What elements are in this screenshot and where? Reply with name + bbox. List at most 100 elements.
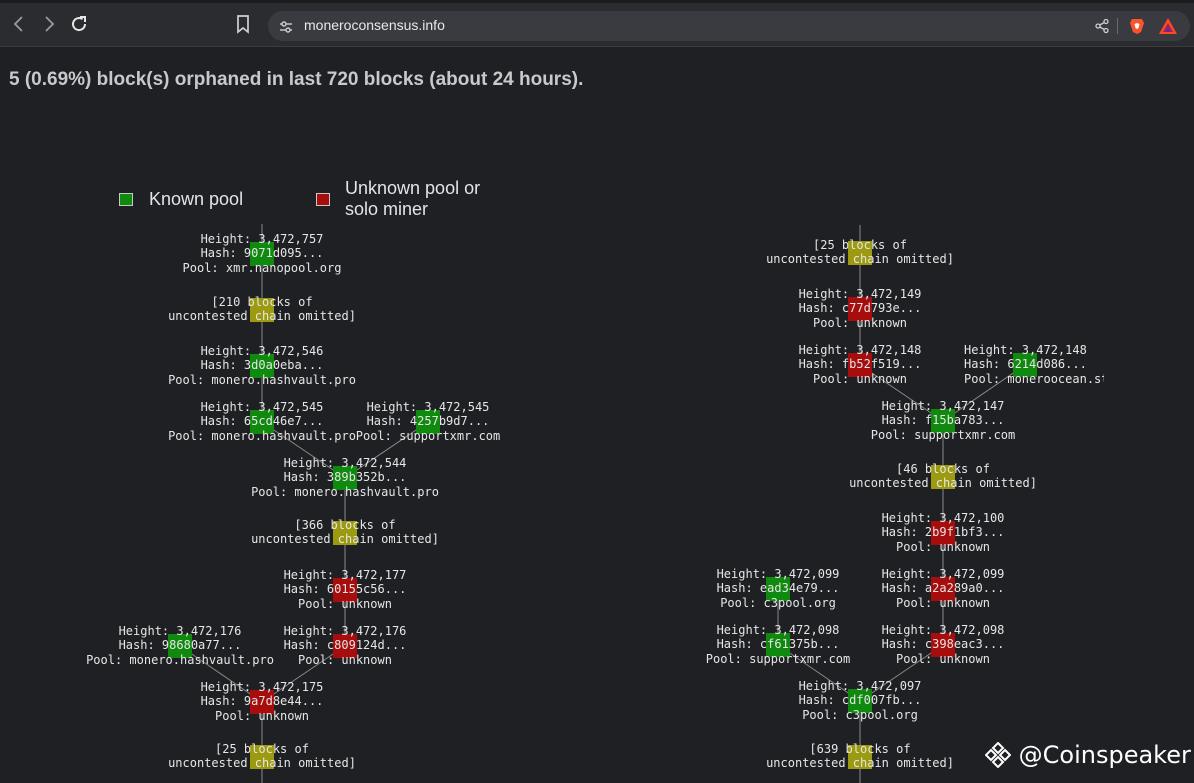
brave-rewards-icon[interactable]: [1158, 17, 1178, 35]
block-label-line: Pool: unknown: [298, 652, 392, 667]
block-label-line: [366 blocks of: [294, 518, 396, 532]
block-label-line: Pool: unknown: [298, 596, 392, 611]
block-label-line: [25 blocks of: [813, 238, 907, 252]
block-label-line: Hash: 98680a77...: [118, 638, 242, 653]
block-node-known: [848, 689, 872, 713]
block-label-line: Height: 3,472,148: [798, 343, 922, 357]
back-icon[interactable]: [7, 12, 31, 36]
block-node-omitted: [250, 298, 274, 322]
coinspeaker-logo-icon: [984, 741, 1012, 769]
block-label-line: Height: 3,472,546: [200, 344, 324, 358]
toolbar-divider: [1117, 18, 1118, 34]
block-label-line: uncontested chain omitted]: [766, 756, 954, 771]
block-node-unknown: [333, 634, 357, 658]
block-label-line: Hash: f15ba783...: [881, 413, 1005, 428]
block-label: Height: 3,472,545 Hash: 4257b9d7... Pool: …: [356, 400, 501, 443]
block-label-line: [25 blocks of: [215, 742, 309, 756]
block-label: Height: 3,472,176 Hash: 98680a77... Pool: …: [86, 624, 274, 667]
block-label-line: [46 blocks of: [896, 462, 990, 476]
chain-edge: [859, 364, 944, 422]
watermark-text: @Coinspeaker: [1018, 741, 1191, 769]
coinspeaker-watermark: @Coinspeaker: [984, 738, 1191, 772]
block-node-known: [250, 354, 274, 378]
block-label-line: Pool: monero.hashvault.pro: [168, 372, 356, 387]
block-label-line: Pool: supportxmr.com: [870, 427, 1016, 442]
legend-known-label: Known pool: [149, 189, 244, 209]
block-label-line: Hash: fb52f519...: [798, 357, 922, 372]
block-label: Height: 3,472,176 Hash: c809124d... Pool: …: [284, 624, 407, 667]
block-label: Height: 3,472,098 Hash: c398eac3... Pool: …: [882, 623, 1005, 666]
block-label-line: Pool: moneroocean.strea: [964, 371, 1104, 386]
reload-icon[interactable]: [67, 12, 91, 36]
block-label-line: Hash: a2a289a0...: [881, 581, 1005, 596]
block-label-line: Height: 3,472,175: [200, 680, 324, 694]
block-label-line: Pool: c3pool.org: [720, 595, 836, 610]
block-label-line: Pool: supportxmr.com: [355, 428, 501, 443]
block-label-line: Hash: c809124d...: [283, 638, 407, 653]
site-info-icon[interactable]: [279, 19, 293, 33]
block-label: [639 blocks of uncontested chain omitted]: [766, 742, 954, 771]
block-label-line: Height: 3,472,099: [716, 567, 840, 581]
block-node-unknown: [848, 353, 872, 377]
block-label-line: Pool: unknown: [215, 708, 309, 723]
block-label-line: Height: 3,472,177: [283, 568, 407, 582]
block-label-line: uncontested chain omitted]: [849, 476, 1037, 491]
block-label-line: Height: 3,472,147: [881, 399, 1005, 413]
block-label-line: Hash: ead34e79...: [716, 581, 840, 596]
block-node-known: [333, 466, 357, 490]
block-label-line: [210 blocks of: [211, 295, 313, 309]
block-node-unknown: [848, 297, 872, 321]
block-label-line: uncontested chain omitted]: [168, 756, 356, 771]
legend-unknown-line-2: solo miner: [345, 199, 429, 219]
block-node-known: [250, 410, 274, 434]
browser-toolbar: moneroconsensus.info: [0, 0, 1194, 47]
block-label-line: Hash: 3d0a0eba...: [200, 358, 324, 373]
chain-edge: [179, 645, 263, 703]
block-node-omitted: [848, 745, 872, 769]
block-label: [210 blocks of uncontested chain omitted]: [168, 295, 356, 324]
block-label-line: Height: 3,472,149: [798, 287, 922, 301]
url-text[interactable]: moneroconsensus.info: [304, 17, 445, 33]
block-label: Height: 3,472,175 Hash: 9a7d8e44... Pool: …: [201, 680, 324, 723]
block-label-line: Pool: monero.hashvault.pro: [251, 484, 439, 499]
block-label-line: Hash: 389b352b...: [283, 470, 407, 485]
block-label: Height: 3,472,545 Hash: 65cd46e7... Pool: …: [168, 400, 356, 443]
block-node-known: [766, 633, 790, 657]
block-label: Height: 3,472,148 Hash: 6214d086... Pool: …: [964, 343, 1104, 386]
block-label-line: Hash: 2b9f1bf3...: [881, 525, 1005, 540]
block-node-omitted: [333, 521, 357, 545]
block-label-line: Height: 3,472,757: [200, 232, 324, 246]
share-icon[interactable]: [1094, 18, 1110, 34]
block-label-line: Hash: c77d793e...: [798, 301, 922, 316]
block-node-omitted: [931, 465, 955, 489]
bookmark-icon[interactable]: [231, 12, 255, 36]
legend-unknown-label: Unknown pool or solo miner: [345, 178, 480, 220]
block-label-line: Hash: 6214d086...: [964, 357, 1087, 372]
block-label-line: Pool: unknown: [813, 315, 907, 330]
block-label-line: Height: 3,472,544: [283, 456, 407, 470]
block-label-line: Hash: 65cd46e7...: [200, 414, 324, 429]
block-node-known: [1013, 353, 1037, 377]
chain-edge: [859, 644, 944, 702]
block-label-line: Height: 3,472,098: [881, 623, 1005, 637]
block-label-line: Pool: unknown: [896, 595, 990, 610]
brave-shields-icon[interactable]: [1128, 17, 1146, 35]
block-label: Height: 3,472,099 Hash: a2a289a0... Pool: …: [882, 567, 1005, 610]
address-bar[interactable]: moneroconsensus.info: [268, 11, 1190, 41]
legend-unknown-line-1: Unknown pool or: [345, 178, 481, 198]
block-label-line: Hash: cdf007fb...: [798, 693, 922, 708]
block-label-line: [639 blocks of: [809, 742, 911, 756]
block-label: Height: 3,472,546 Hash: 3d0a0eba... Pool: …: [168, 344, 356, 387]
forward-icon[interactable]: [37, 12, 61, 36]
block-label-line: Pool: c3pool.org: [802, 707, 918, 722]
block-node-unknown: [333, 578, 357, 602]
block-label: Height: 3,472,757 Hash: 9071d095... Pool: …: [183, 232, 342, 275]
block-label: Height: 3,472,100 Hash: 2b9f1bf3... Pool: …: [882, 511, 1005, 554]
block-label-line: Pool: xmr.nanopool.org: [182, 260, 342, 275]
block-node-unknown: [931, 521, 955, 545]
block-node-omitted: [848, 241, 872, 265]
block-label-line: Hash: 9a7d8e44...: [200, 694, 324, 709]
block-label-line: Height: 3,472,176: [118, 624, 242, 638]
block-label-line: Height: 3,472,097: [798, 679, 922, 693]
block-label-line: Pool: unknown: [896, 539, 990, 554]
